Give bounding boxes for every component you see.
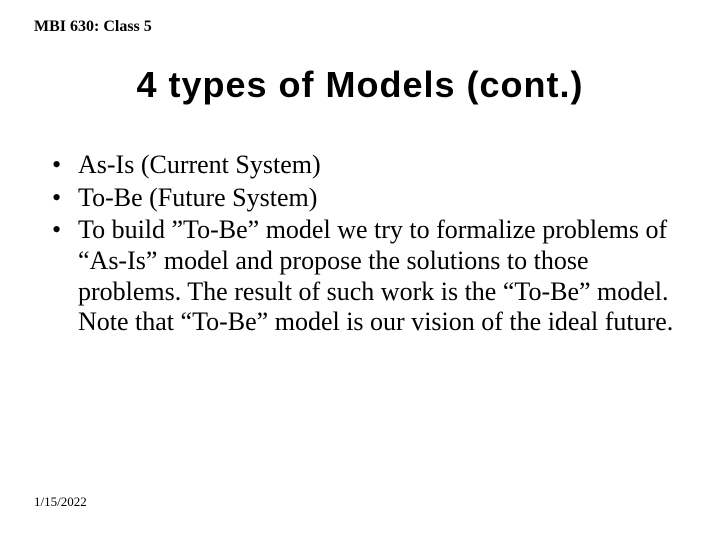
slide: MBI 630: Class 5 4 types of Models (cont… [0, 0, 720, 540]
bullet-list: As-Is (Current System) To-Be (Future Sys… [48, 150, 680, 338]
list-item: To build ”To-Be” model we try to formali… [48, 215, 680, 338]
footer-date: 1/15/2022 [34, 494, 87, 510]
slide-title: 4 types of Models (cont.) [0, 64, 720, 106]
list-item: As-Is (Current System) [48, 150, 680, 181]
course-header: MBI 630: Class 5 [34, 18, 152, 36]
slide-body: As-Is (Current System) To-Be (Future Sys… [48, 150, 680, 340]
list-item: To-Be (Future System) [48, 183, 680, 214]
